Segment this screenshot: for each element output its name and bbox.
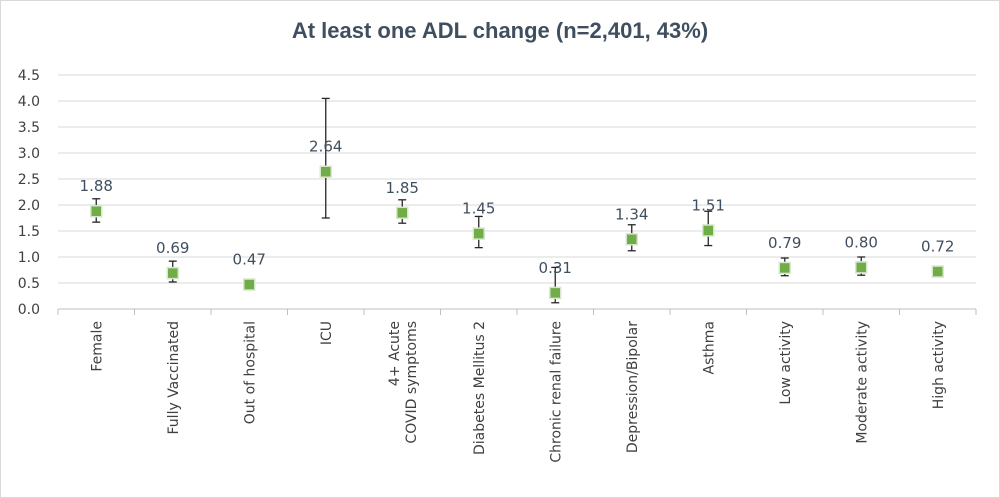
x-category-line: High activity — [931, 321, 947, 409]
data-label: 1.85 — [386, 179, 419, 197]
data-point-marker — [243, 278, 256, 291]
data-label: 0.79 — [768, 234, 801, 252]
x-category-line: Out of hospital — [242, 321, 258, 424]
data-point-marker — [549, 286, 562, 300]
y-tick-label: 4.0 — [18, 94, 40, 110]
x-category-label: Female — [89, 321, 105, 372]
x-category-line: Asthma — [701, 321, 717, 374]
data-point-marker — [931, 265, 944, 278]
y-tick-label: 1.5 — [18, 224, 40, 240]
x-category-line: ICU — [319, 321, 335, 345]
x-category-line: COVID symptoms — [404, 321, 420, 444]
data-label: 0.80 — [845, 233, 878, 251]
x-category-line: Diabetes Mellitus 2 — [472, 321, 488, 455]
y-tick-label: 0.0 — [18, 302, 40, 318]
x-category-label: High activity — [931, 321, 947, 409]
x-category-line: Low activity — [778, 321, 794, 405]
data-label: 0.72 — [921, 238, 954, 256]
x-category-line: Chronic renal failure — [548, 321, 564, 463]
x-category-label: Out of hospital — [242, 321, 258, 424]
y-tick-label: 4.5 — [18, 68, 40, 84]
data-label: 0.69 — [156, 239, 189, 257]
data-label: 0.31 — [539, 259, 572, 277]
chart-title: At least one ADL change (n=2,401, 43%) — [291, 18, 709, 43]
y-tick-label: 1.0 — [18, 250, 40, 266]
data-point-marker — [90, 204, 103, 218]
data-point-marker — [472, 227, 485, 240]
x-category-label: Diabetes Mellitus 2 — [472, 321, 488, 455]
data-label: 2.64 — [309, 138, 342, 156]
x-category-line: Fully Vaccinated — [166, 321, 182, 434]
x-category-line: Female — [89, 321, 105, 372]
data-point-marker — [778, 261, 791, 275]
y-tick-label: 2.0 — [18, 198, 40, 214]
y-tick-label: 3.0 — [18, 146, 40, 162]
data-point-marker — [166, 266, 179, 280]
x-category-label: ICU — [319, 321, 335, 345]
data-point-marker — [396, 206, 409, 220]
data-label: 1.88 — [80, 177, 113, 195]
x-category-label: Chronic renal failure — [548, 321, 564, 463]
x-category-label: 4+ Acute COVID symptoms — [387, 321, 420, 444]
y-tick-label: 0.5 — [18, 276, 40, 292]
x-category-line: 4+ Acute — [387, 321, 403, 386]
x-category-label: Depression/Bipolar — [625, 321, 641, 453]
y-tick-label: 2.5 — [18, 172, 40, 188]
x-category-label: Fully Vaccinated — [166, 321, 182, 434]
data-label: 0.47 — [233, 251, 266, 269]
data-point-marker — [625, 233, 638, 246]
x-category-label: Asthma — [701, 321, 717, 374]
data-point-marker — [855, 261, 868, 274]
x-category-label: Moderate activity — [854, 321, 870, 444]
data-point-marker — [319, 165, 332, 178]
x-category-label: Low activity — [778, 321, 794, 405]
data-label: 1.45 — [462, 200, 495, 218]
y-tick-label: 3.5 — [18, 120, 40, 136]
data-label: 1.51 — [692, 196, 725, 214]
x-category-line: Moderate activity — [854, 321, 870, 444]
data-label: 1.34 — [615, 205, 648, 223]
x-category-line: Depression/Bipolar — [625, 321, 641, 453]
data-point-marker — [702, 224, 715, 237]
